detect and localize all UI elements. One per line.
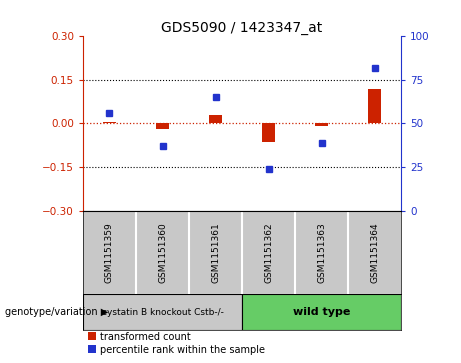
Legend: transformed count, percentile rank within the sample: transformed count, percentile rank withi… [88,331,266,355]
Text: GSM1151362: GSM1151362 [264,222,273,283]
Bar [262,123,275,142]
Bar [209,115,222,123]
Bar [242,294,401,330]
Bar [368,89,381,123]
Text: GSM1151361: GSM1151361 [211,222,220,283]
Text: GSM1151360: GSM1151360 [158,222,167,283]
Bar [103,122,116,123]
Text: cystatin B knockout Cstb-/-: cystatin B knockout Cstb-/- [101,308,224,317]
Text: GSM1151359: GSM1151359 [105,222,114,283]
Text: genotype/variation ▶: genotype/variation ▶ [5,307,108,317]
Text: GSM1151363: GSM1151363 [317,222,326,283]
Bar [315,123,328,126]
Text: GSM1151364: GSM1151364 [370,222,379,283]
Title: GDS5090 / 1423347_at: GDS5090 / 1423347_at [161,21,323,35]
Bar [156,123,169,129]
Text: wild type: wild type [293,307,350,317]
Bar [83,294,242,330]
